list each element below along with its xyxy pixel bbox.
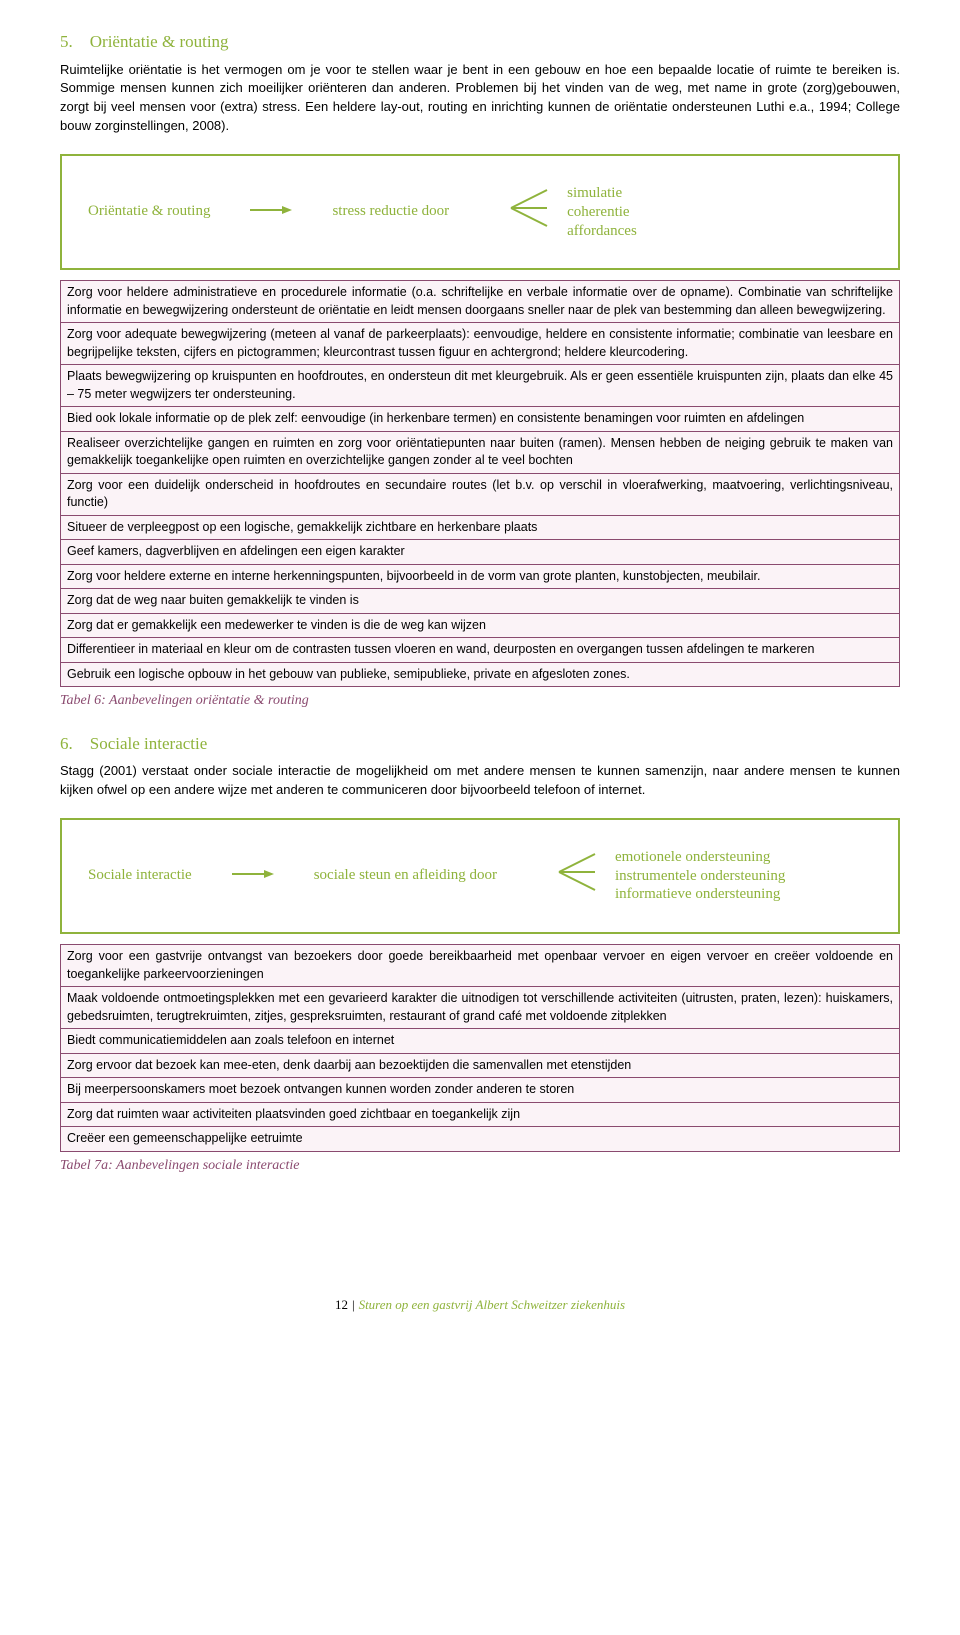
table-row: Differentieer in materiaal en kleur om d… — [61, 638, 899, 663]
table-row: Creëer een gemeenschappelijke eetruimte — [61, 1127, 899, 1151]
table-row: Zorg ervoor dat bezoek kan mee-eten, den… — [61, 1054, 899, 1079]
split-icon — [509, 186, 549, 238]
page-footer: 12|Sturen op een gastvrij Albert Schweit… — [60, 1296, 900, 1315]
table-row: Realiseer overzichtelijke gangen en ruim… — [61, 432, 899, 474]
diagram1-mid: stress reductie door — [332, 201, 449, 223]
section5-body: Ruimtelijke oriëntatie is het vermogen o… — [60, 61, 900, 136]
section6-body: Stagg (2001) verstaat onder sociale inte… — [60, 762, 900, 800]
diagram1-right-2: affordances — [567, 222, 637, 241]
table6: Zorg voor heldere administratieve en pro… — [60, 280, 900, 687]
diagram2-right: emotionele ondersteuning instrumentele o… — [615, 848, 785, 904]
table-row: Geef kamers, dagverblijven en afdelingen… — [61, 540, 899, 565]
table-row: Plaats bewegwijzering op kruispunten en … — [61, 365, 899, 407]
diagram-sociale: Sociale interactie sociale steun en afle… — [60, 818, 900, 934]
diagram2-right-2: informatieve ondersteuning — [615, 885, 785, 904]
diagram2-right-1: instrumentele ondersteuning — [615, 867, 785, 886]
footer-title: Sturen op een gastvrij Albert Schweitzer… — [359, 1297, 625, 1312]
arrow-icon — [232, 865, 274, 887]
table7a: Zorg voor een gastvrije ontvangst van be… — [60, 944, 900, 1152]
table-row: Zorg dat de weg naar buiten gemakkelijk … — [61, 589, 899, 614]
table-row: Zorg voor een duidelijk onderscheid in h… — [61, 474, 899, 516]
split-icon — [557, 850, 597, 902]
diagram1-right-0: simulatie — [567, 184, 637, 203]
diagram1-right: simulatie coherentie affordances — [567, 184, 637, 240]
table-row: Zorg voor heldere externe en interne her… — [61, 565, 899, 590]
table-row: Gebruik een logische opbouw in het gebou… — [61, 663, 899, 687]
diagram1-right-1: coherentie — [567, 203, 637, 222]
table6-caption: Tabel 6: Aanbevelingen oriëntatie & rout… — [60, 691, 900, 711]
table-row: Zorg dat er gemakkelijk een medewerker t… — [61, 614, 899, 639]
table-row: Situeer de verpleegpost op een logische,… — [61, 516, 899, 541]
section6-heading: 6. Sociale interactie — [60, 732, 900, 757]
arrow-icon — [250, 201, 292, 223]
page-number: 12 — [335, 1297, 348, 1312]
table-row: Bij meerpersoonskamers moet bezoek ontva… — [61, 1078, 899, 1103]
section5-heading: 5. Oriëntatie & routing — [60, 30, 900, 55]
diagram2-left: Sociale interactie — [88, 865, 192, 887]
diagram2-right-0: emotionele ondersteuning — [615, 848, 785, 867]
diagram2-mid: sociale steun en afleiding door — [314, 865, 497, 887]
table-row: Zorg dat ruimten waar activiteiten plaat… — [61, 1103, 899, 1128]
table-row: Zorg voor adequate bewegwijzering (metee… — [61, 323, 899, 365]
table7a-caption: Tabel 7a: Aanbevelingen sociale interact… — [60, 1156, 900, 1176]
table-row: Maak voldoende ontmoetingsplekken met ee… — [61, 987, 899, 1029]
table-row: Zorg voor een gastvrije ontvangst van be… — [61, 945, 899, 987]
table-row: Bied ook lokale informatie op de plek ze… — [61, 407, 899, 432]
table-row: Zorg voor heldere administratieve en pro… — [61, 281, 899, 323]
diagram-orientatie: Oriëntatie & routing stress reductie doo… — [60, 154, 900, 270]
diagram1-left: Oriëntatie & routing — [88, 201, 210, 223]
table-row: Biedt communicatiemiddelen aan zoals tel… — [61, 1029, 899, 1054]
